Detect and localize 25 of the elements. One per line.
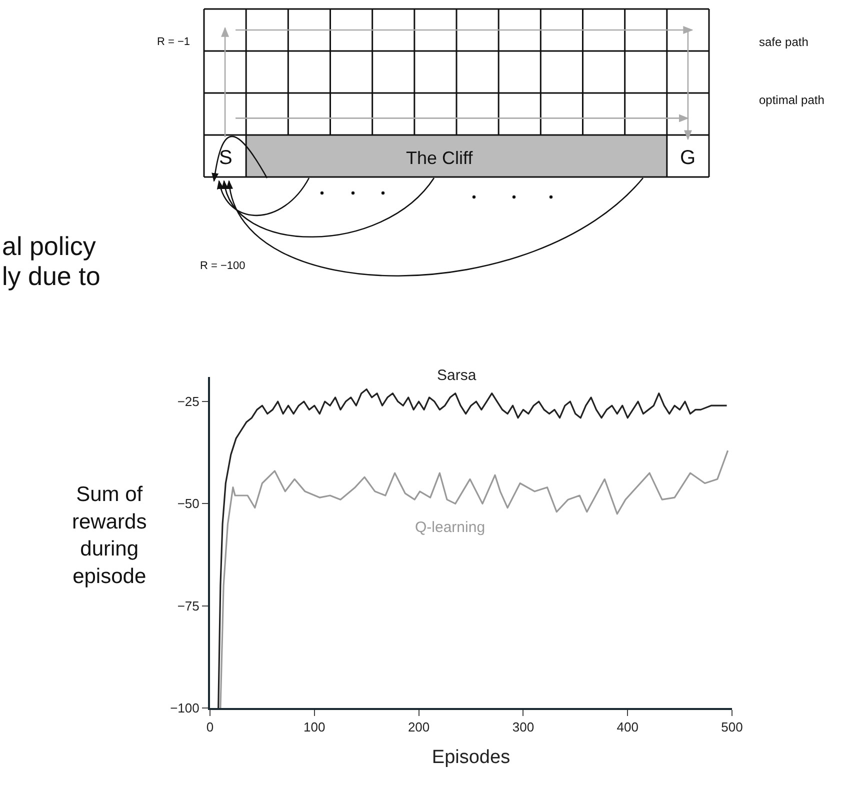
series-label: Q-learning — [415, 519, 486, 536]
y-tick-label: −50 — [177, 496, 200, 512]
y-tick-label: −75 — [177, 598, 200, 614]
text: S — [219, 147, 232, 169]
text: optimal path — [759, 93, 824, 107]
y-tick-label: −100 — [170, 700, 200, 716]
text: al policy — [2, 231, 96, 261]
y-tick-label: −25 — [177, 394, 200, 410]
text: R = −1 — [157, 36, 190, 48]
text: safe path — [759, 35, 808, 49]
x-tick-label: 0 — [206, 720, 214, 735]
text: R = −100 — [200, 260, 246, 272]
x-tick-label: 300 — [512, 720, 534, 735]
series-label: Sarsa — [437, 367, 477, 384]
x-axis-title: Episodes — [432, 746, 510, 768]
text: ly due to — [2, 261, 100, 291]
text: G — [680, 147, 696, 169]
line-series — [218, 388, 728, 708]
text: The Cliff — [406, 148, 474, 168]
line-series — [220, 450, 729, 708]
x-tick-label: 200 — [408, 720, 430, 735]
x-tick-label: 500 — [721, 720, 743, 735]
x-tick-label: 400 — [616, 720, 638, 735]
y-axis-title: Sum of rewards during episode — [72, 483, 147, 588]
x-tick-label: 100 — [304, 720, 326, 735]
